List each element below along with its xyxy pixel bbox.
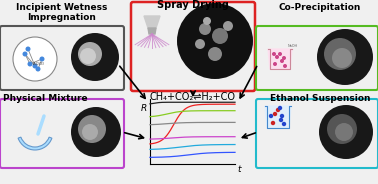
Circle shape xyxy=(324,38,356,70)
Circle shape xyxy=(39,56,45,61)
Circle shape xyxy=(223,21,233,31)
Circle shape xyxy=(195,39,205,49)
Circle shape xyxy=(280,59,284,63)
Circle shape xyxy=(36,66,40,72)
Circle shape xyxy=(273,62,277,66)
Circle shape xyxy=(335,123,353,141)
Circle shape xyxy=(273,112,277,116)
Circle shape xyxy=(208,47,222,61)
Circle shape xyxy=(282,122,286,126)
Circle shape xyxy=(317,29,373,85)
Circle shape xyxy=(13,37,57,81)
Circle shape xyxy=(278,52,282,56)
FancyBboxPatch shape xyxy=(0,99,124,168)
Circle shape xyxy=(80,48,96,64)
Circle shape xyxy=(327,114,357,144)
Circle shape xyxy=(78,115,106,143)
Circle shape xyxy=(177,3,253,79)
Polygon shape xyxy=(268,49,292,69)
Circle shape xyxy=(25,47,31,52)
Circle shape xyxy=(203,17,211,25)
Circle shape xyxy=(275,55,279,59)
Text: $Al_2O_3$: $Al_2O_3$ xyxy=(31,60,45,68)
Polygon shape xyxy=(148,28,156,34)
Circle shape xyxy=(71,33,119,81)
Text: Spray Drying: Spray Drying xyxy=(157,0,229,10)
Circle shape xyxy=(82,124,98,140)
Text: Physical Mixture: Physical Mixture xyxy=(3,94,87,103)
Circle shape xyxy=(23,52,28,56)
Text: CH₄+CO₂⇌H₂+CO: CH₄+CO₂⇌H₂+CO xyxy=(150,92,236,102)
Circle shape xyxy=(71,107,121,157)
Circle shape xyxy=(332,48,352,68)
Polygon shape xyxy=(265,106,291,128)
Text: R: R xyxy=(141,104,147,113)
Circle shape xyxy=(269,114,273,118)
Text: Ethanol Suspension: Ethanol Suspension xyxy=(270,94,370,103)
Circle shape xyxy=(271,121,275,125)
Circle shape xyxy=(28,61,33,66)
Circle shape xyxy=(199,23,211,35)
Circle shape xyxy=(212,28,228,44)
Wedge shape xyxy=(18,137,52,150)
FancyBboxPatch shape xyxy=(0,26,124,90)
Circle shape xyxy=(283,64,287,68)
FancyBboxPatch shape xyxy=(256,99,378,168)
Text: Co-Precipitation: Co-Precipitation xyxy=(279,3,361,12)
FancyBboxPatch shape xyxy=(256,26,378,90)
Circle shape xyxy=(280,114,284,118)
Circle shape xyxy=(78,42,102,66)
Text: NaOH: NaOH xyxy=(288,44,298,48)
Polygon shape xyxy=(144,16,160,28)
FancyBboxPatch shape xyxy=(131,2,255,91)
Circle shape xyxy=(272,52,276,56)
Text: t: t xyxy=(237,164,241,174)
Circle shape xyxy=(282,56,286,60)
Circle shape xyxy=(33,63,37,68)
Circle shape xyxy=(279,118,283,122)
Circle shape xyxy=(319,105,373,159)
Text: Incipient Wetness
Impregnation: Incipient Wetness Impregnation xyxy=(16,3,108,22)
Circle shape xyxy=(276,108,280,112)
Circle shape xyxy=(278,106,282,110)
